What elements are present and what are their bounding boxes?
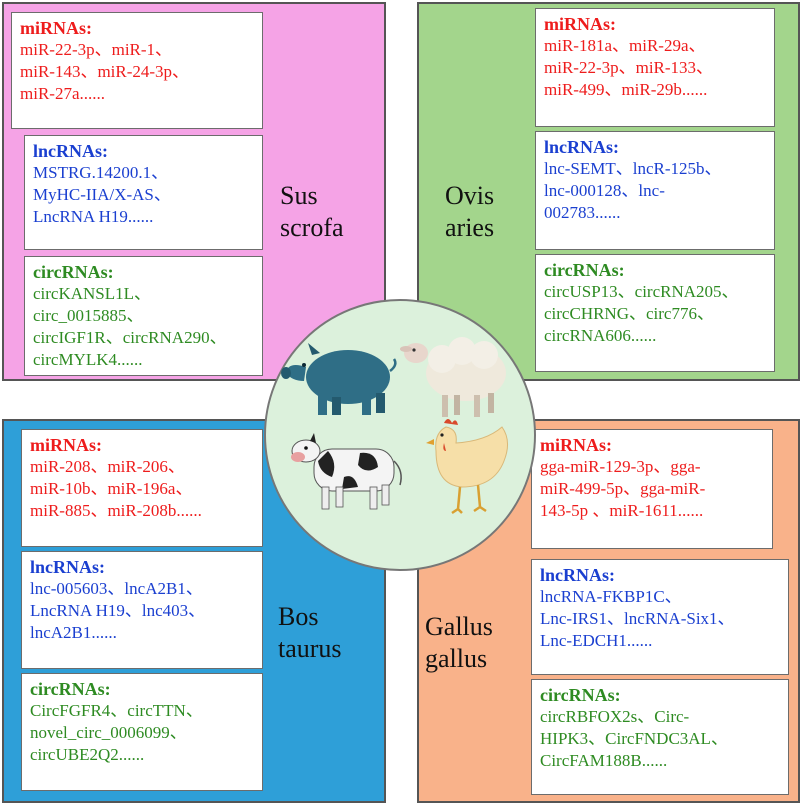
cow-lncrna-title: lncRNAs:: [30, 557, 105, 577]
animals-illustration: [281, 337, 508, 515]
hen-lncrna-line: lncRNA-FKBP1C、: [540, 587, 682, 606]
pig-lncrna-line: LncRNA H19......: [33, 207, 154, 226]
cow-lncrna-line: lncA2B1......: [30, 623, 117, 642]
species-label-ovis-aries: Ovis aries: [445, 181, 495, 242]
cow-lncrna-box: lncRNAs: lnc-005603、lncA2B1、 LncRNA H19、…: [21, 551, 263, 669]
pig-lncrna-line: MyHC-IIA/X-AS、: [33, 185, 171, 204]
sheep-mirna-line: miR-499、miR-29b......: [544, 80, 708, 99]
cow-circrna-title: circRNAs:: [30, 679, 111, 699]
pig-lncrna-box: lncRNAs: MSTRG.14200.1、 MyHC-IIA/X-AS、 L…: [24, 135, 263, 250]
sheep-lncrna-title: lncRNAs:: [544, 137, 619, 157]
cow-mirna-line: miR-208、miR-206、: [30, 457, 185, 476]
hen-circrna-line: circRBFOX2s、Circ-: [540, 707, 690, 726]
sheep-lncrna-box: lncRNAs: lnc-SEMT、lncR-125b、 lnc-000128、…: [535, 131, 775, 250]
sheep-lncrna-line: lnc-SEMT、lncR-125b、: [544, 159, 722, 178]
hen-circrna-title: circRNAs:: [540, 685, 621, 705]
pig-circrna-line: circ_0015885、: [33, 306, 144, 325]
hen-icon: [426, 419, 508, 515]
quadrant-gallus-gallus: miRNAs: gga-miR-129-3p、gga- miR-499-5p、g…: [417, 419, 800, 803]
sheep-circrna-box: circRNAs: circUSP13、circRNA205、 circCHRN…: [535, 254, 775, 372]
sheep-mirna-line: miR-181a、miR-29a、: [544, 36, 706, 55]
cow-mirna-line: miR-10b、miR-196a、: [30, 479, 193, 498]
pig-circrna-line: circIGF1R、circRNA290、: [33, 328, 227, 347]
cow-lncrna-line: LncRNA H19、lnc403、: [30, 601, 206, 620]
pig-mirna-line: miR-22-3p、miR-1、: [20, 40, 173, 59]
hen-lncrna-line: Lnc-EDCH1......: [540, 631, 653, 650]
center-animal-circle: [264, 299, 536, 571]
cow-mirna-line: miR-885、miR-208b......: [30, 501, 202, 520]
pig-lncrna-title: lncRNAs:: [33, 141, 108, 161]
hen-lncrna-box: lncRNAs: lncRNA-FKBP1C、 Lnc-IRS1、lncRNA-…: [531, 559, 789, 675]
hen-lncrna-line: Lnc-IRS1、lncRNA-Six1、: [540, 609, 735, 628]
species-label-bos-taurus: Bos taurus: [278, 602, 342, 663]
pig-icon: [281, 343, 397, 415]
hen-circrna-line: HIPK3、CircFNDC3AL、: [540, 729, 728, 748]
pig-mirna-title: miRNAs:: [20, 18, 92, 38]
hen-mirna-title: miRNAs:: [540, 435, 612, 455]
hen-mirna-box: miRNAs: gga-miR-129-3p、gga- miR-499-5p、g…: [531, 429, 773, 549]
sheep-circrna-line: circRNA606......: [544, 326, 657, 345]
sheep-lncrna-line: lnc-000128、lnc-: [544, 181, 665, 200]
sheep-circrna-line: circCHRNG、circ776、: [544, 304, 714, 323]
cow-circrna-box: circRNAs: CircFGFR4、circTTN、 novel_circ_…: [21, 673, 263, 791]
quadrant-sus-scrofa: miRNAs: miR-22-3p、miR-1、 miR-143、miR-24-…: [2, 2, 386, 381]
pig-mirna-box: miRNAs: miR-22-3p、miR-1、 miR-143、miR-24-…: [11, 12, 263, 129]
pig-lncrna-line: MSTRG.14200.1、: [33, 163, 169, 182]
sheep-mirna-line: miR-22-3p、miR-133、: [544, 58, 714, 77]
hen-circrna-box: circRNAs: circRBFOX2s、Circ- HIPK3、CircFN…: [531, 679, 789, 795]
hen-mirna-line: 143-5p 、miR-1611......: [540, 501, 704, 520]
sheep-mirna-title: miRNAs:: [544, 14, 616, 34]
species-label-gallus-gallus: Gallus gallus: [425, 612, 493, 673]
pig-circrna-box: circRNAs: circKANSL1L、 circ_0015885、 cir…: [24, 256, 263, 376]
cow-circrna-line: circUBE2Q2......: [30, 745, 145, 764]
hen-circrna-line: CircFAM188B......: [540, 751, 668, 770]
cow-mirna-box: miRNAs: miR-208、miR-206、 miR-10b、miR-196…: [21, 429, 263, 547]
cow-lncrna-line: lnc-005603、lncA2B1、: [30, 579, 203, 598]
cow-mirna-title: miRNAs:: [30, 435, 102, 455]
quadrant-ovis-aries: miRNAs: miR-181a、miR-29a、 miR-22-3p、miR-…: [417, 2, 800, 381]
cow-circrna-line: CircFGFR4、circTTN、: [30, 701, 203, 720]
pig-circrna-line: circMYLK4......: [33, 350, 143, 369]
pig-circrna-title: circRNAs:: [33, 262, 114, 282]
pig-circrna-line: circKANSL1L、: [33, 284, 152, 303]
sheep-icon: [400, 337, 506, 417]
cow-circrna-line: novel_circ_0006099、: [30, 723, 187, 742]
pig-mirna-line: miR-143、miR-24-3p、: [20, 62, 190, 81]
hen-mirna-line: gga-miR-129-3p、gga-: [540, 457, 701, 476]
hen-lncrna-title: lncRNAs:: [540, 565, 615, 585]
sheep-circrna-line: circUSP13、circRNA205、: [544, 282, 739, 301]
species-label-sus-scrofa: Sus scrofa: [280, 181, 344, 242]
hen-mirna-line: miR-499-5p、gga-miR-: [540, 479, 706, 498]
sheep-lncrna-line: 002783......: [544, 203, 621, 222]
cow-icon: [291, 433, 402, 510]
sheep-circrna-title: circRNAs:: [544, 260, 625, 280]
pig-mirna-line: miR-27a......: [20, 84, 105, 103]
sheep-mirna-box: miRNAs: miR-181a、miR-29a、 miR-22-3p、miR-…: [535, 8, 775, 127]
